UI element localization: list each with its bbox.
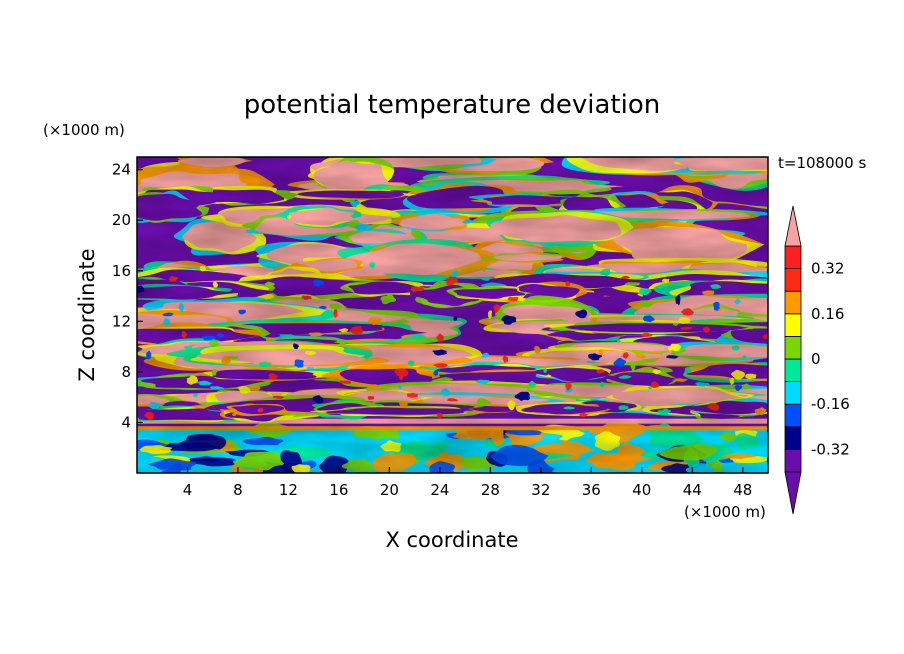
colorbar-label-0: 0.32 [811, 260, 844, 278]
colorbar-segment-5 [784, 335, 802, 360]
x-axis-label: X coordinate [385, 528, 518, 552]
time-label: t=108000 s [778, 154, 866, 172]
x-axis: 4 8 12 16 20 24 28 32 36 40 44 48 [183, 467, 752, 499]
x-tick-label-0: 4 [183, 481, 193, 499]
colorbar-segment-2 [784, 403, 802, 428]
x-tick-label-4: 20 [380, 481, 399, 499]
y-tick-label-3: 16 [112, 262, 131, 280]
chart-title: potential temperature deviation [244, 90, 660, 120]
contour-field [137, 157, 768, 473]
x-tick-label-10: 44 [683, 481, 702, 499]
y-tick-label-2: 12 [112, 312, 131, 330]
y-tick-label-4: 20 [112, 211, 131, 229]
x-tick-label-6: 28 [481, 481, 500, 499]
colorbar-under-triangle [784, 471, 802, 515]
colorbar-segment-7 [784, 290, 802, 315]
plot-frame [136, 156, 769, 474]
y-unit-label: (×1000 m) [43, 121, 125, 139]
y-tick-label-0: 4 [121, 413, 131, 431]
colorbar-segment-6 [784, 313, 802, 337]
colorbar-segment-1 [784, 426, 802, 450]
x-tick-label-9: 40 [632, 481, 651, 499]
y-axis: 4 8 12 16 20 24 [112, 161, 143, 431]
colorbar-segment-3 [784, 381, 802, 405]
x-tick-label-11: 48 [733, 481, 752, 499]
colorbar-segment-4 [784, 358, 802, 383]
y-tick-label-1: 8 [121, 363, 131, 381]
colorbar-label-3: -0.16 [811, 395, 850, 413]
x-tick-label-7: 32 [531, 481, 550, 499]
colorbar-segment-0 [784, 448, 802, 473]
colorbar: 0.32 0.16 0 -0.16 -0.32 [784, 205, 850, 515]
colorbar-label-4: -0.32 [811, 440, 850, 458]
x-tick-label-1: 8 [233, 481, 243, 499]
colorbar-label-1: 0.16 [811, 305, 844, 323]
y-tick-label-5: 24 [112, 161, 131, 179]
x-tick-label-2: 12 [279, 481, 298, 499]
y-axis-label: Z coordinate [75, 248, 99, 381]
x-tick-label-3: 16 [329, 481, 348, 499]
x-tick-label-5: 24 [430, 481, 449, 499]
colorbar-segment-8 [784, 268, 802, 292]
colorbar-label-2: 0 [811, 350, 821, 368]
x-tick-label-8: 36 [582, 481, 601, 499]
x-unit-label: (×1000 m) [684, 503, 766, 521]
colorbar-segment-9 [784, 245, 802, 270]
colorbar-over-triangle [784, 205, 802, 247]
